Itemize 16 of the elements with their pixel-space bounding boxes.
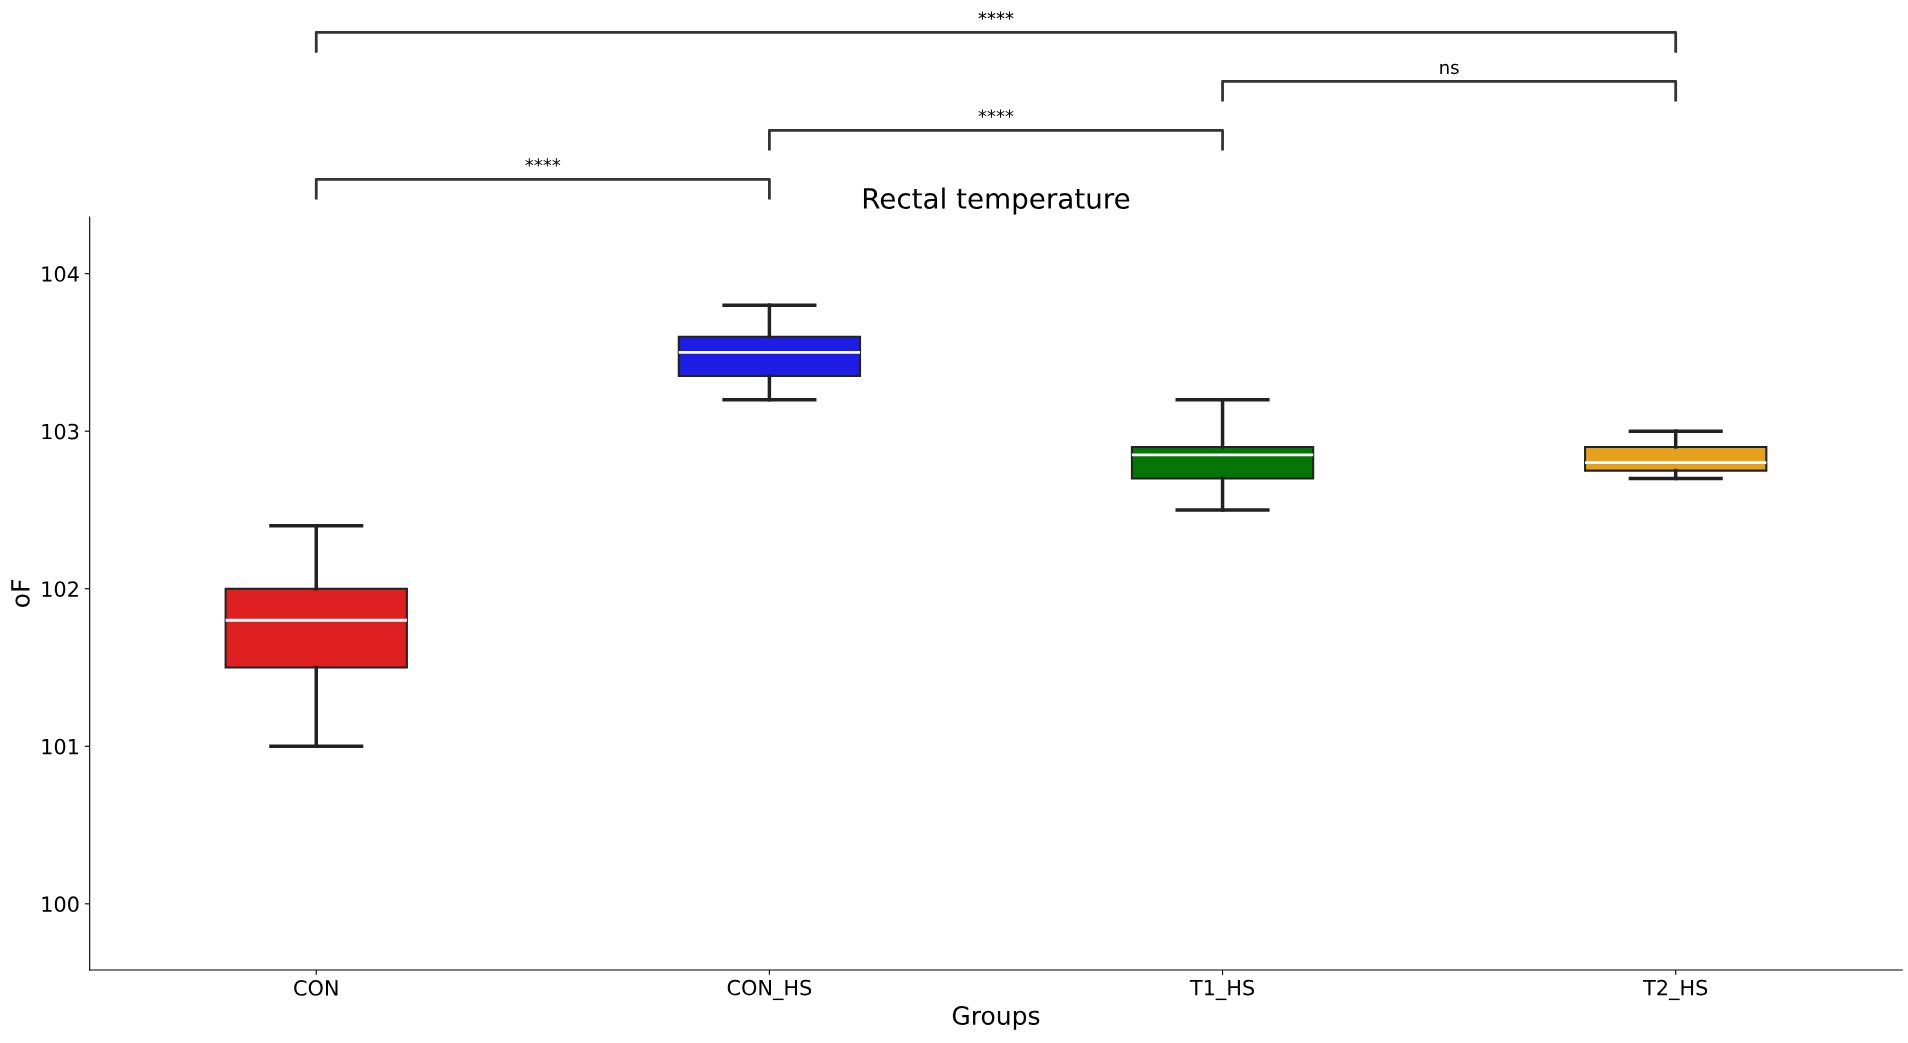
text: **** [525, 158, 561, 167]
y-tick-label: 103 [42, 423, 79, 440]
chart-title: Rectal temperature [863, 187, 1130, 215]
x-tick-label: T1_HS [1189, 979, 1255, 1001]
x-tick-label: CON_HS [727, 979, 812, 1001]
x-tick-label: CON [294, 980, 338, 996]
text: ns [1440, 63, 1459, 75]
text: **** [978, 109, 1014, 118]
y-tick-label: 100 [42, 896, 79, 913]
y-axis-title: oF [11, 580, 30, 607]
text: **** [978, 11, 1014, 20]
y-tick-label: 102 [42, 581, 78, 597]
x-tick-label: T2_HS [1642, 979, 1708, 1001]
x-axis-title: Groups [952, 1006, 1040, 1030]
y-tick-label: 101 [42, 738, 79, 755]
y-tick-label: 104 [42, 266, 79, 282]
